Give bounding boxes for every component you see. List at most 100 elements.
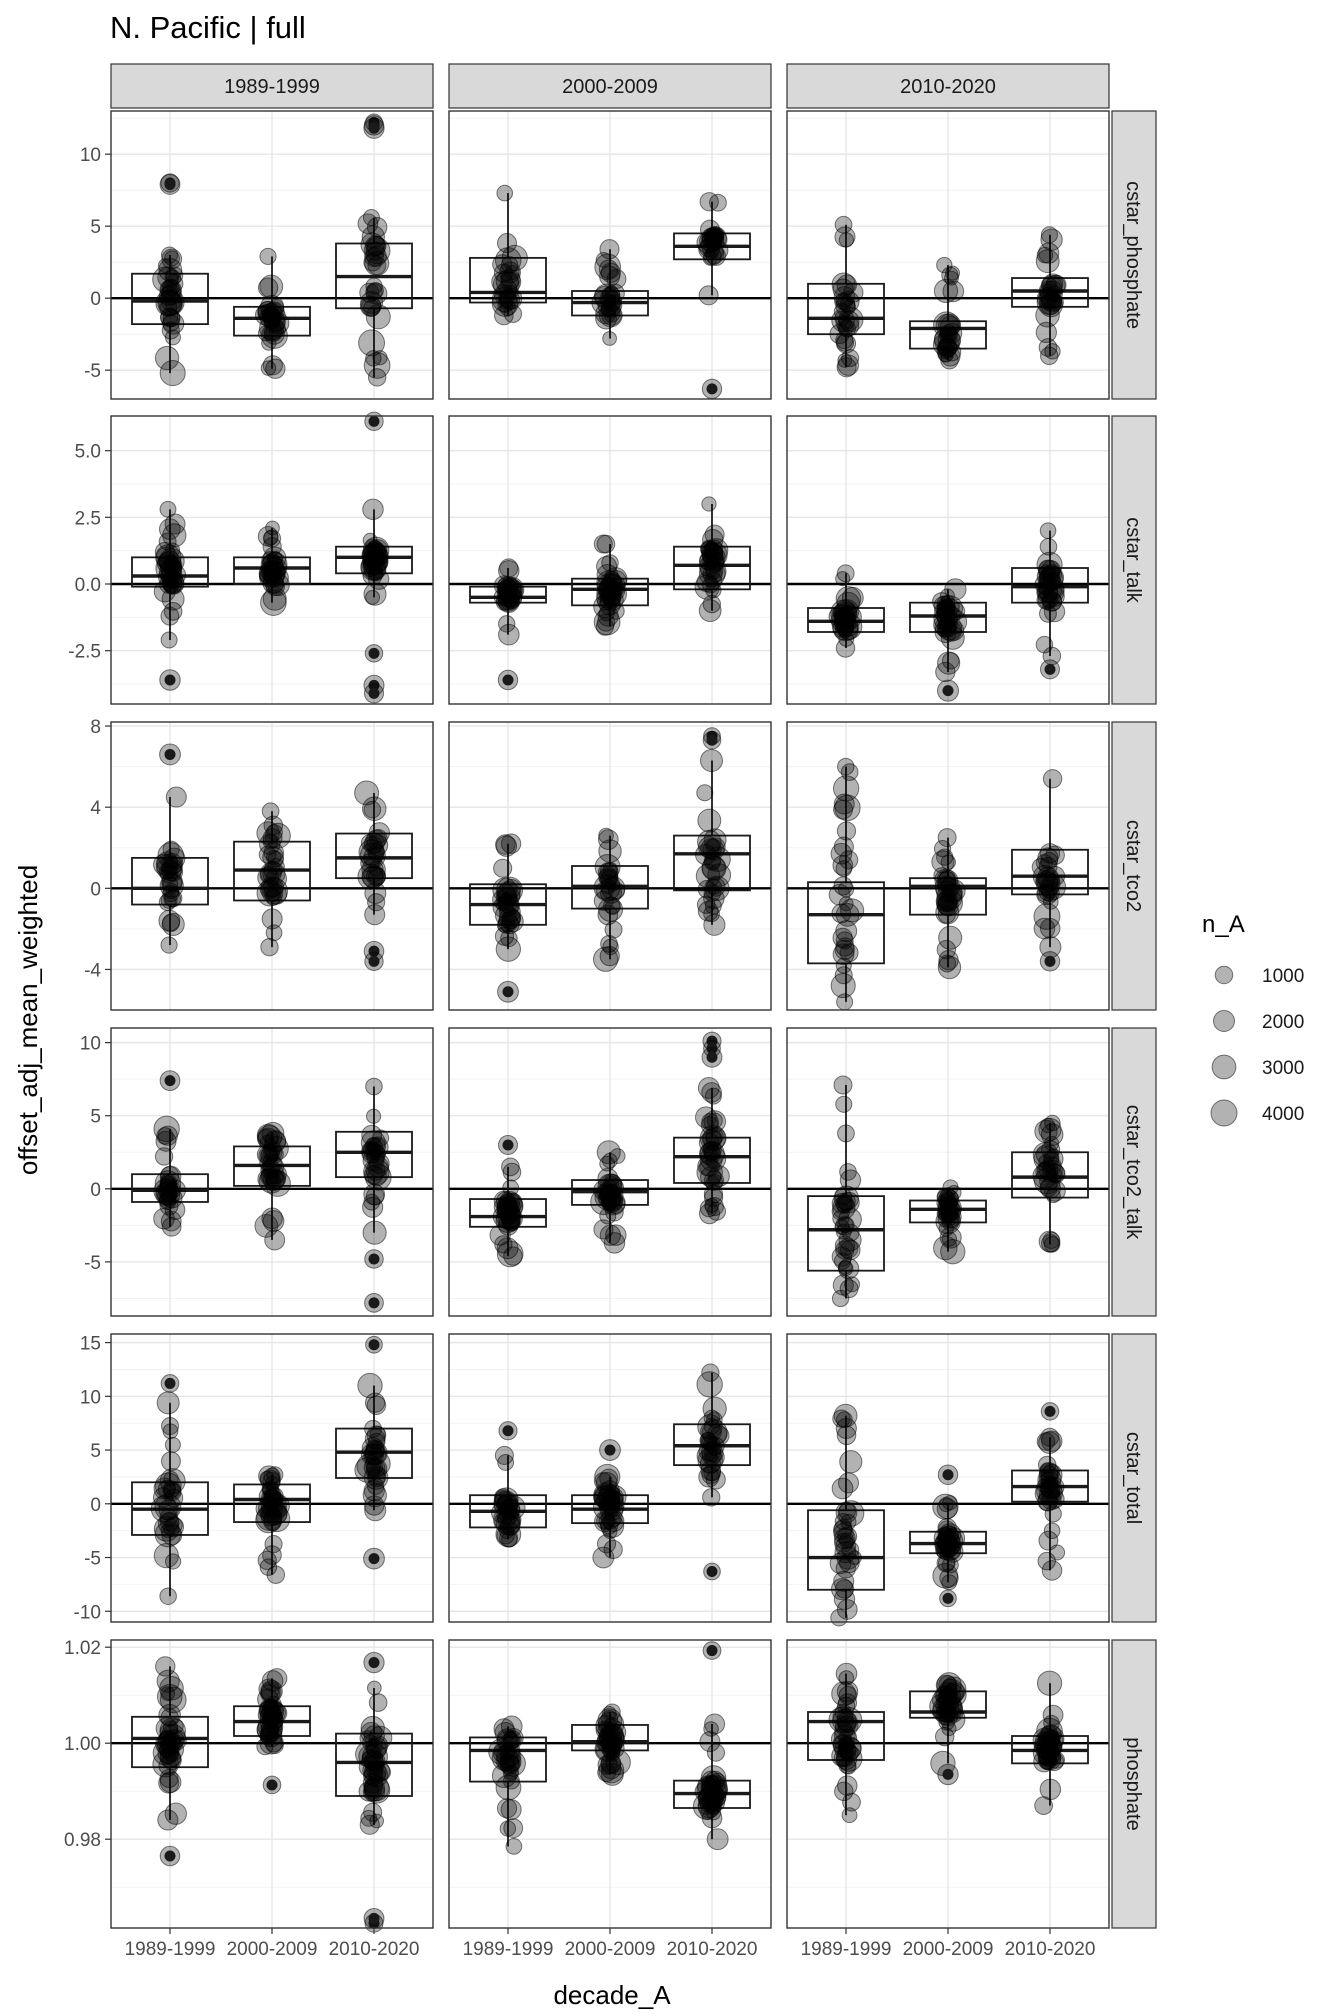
outlier-point	[164, 1075, 176, 1087]
data-point	[833, 1588, 856, 1610]
column-strip-label: 2000-2009	[562, 76, 658, 98]
data-point	[359, 1814, 380, 1835]
data-point	[603, 1539, 623, 1560]
box	[909, 320, 987, 350]
data-point	[939, 1706, 966, 1732]
data-point	[1036, 590, 1056, 610]
data-point	[496, 184, 514, 202]
data-point	[838, 620, 859, 641]
data-point	[833, 601, 858, 626]
data-point	[941, 1678, 957, 1694]
data-point	[362, 1220, 387, 1245]
data-point	[703, 851, 722, 870]
outlier-point	[368, 415, 380, 427]
data-point	[358, 839, 385, 866]
data-point	[369, 1425, 386, 1443]
y-tick-label: 10	[80, 145, 101, 166]
box-group	[131, 797, 209, 946]
data-point	[366, 1680, 382, 1696]
data-point	[1038, 1431, 1061, 1454]
data-point	[698, 285, 719, 306]
data-point	[936, 256, 953, 274]
outlier-point	[368, 1253, 380, 1265]
data-point	[156, 1391, 180, 1415]
data-point	[365, 1439, 382, 1456]
data-point	[1041, 1478, 1063, 1500]
data-point	[593, 1219, 614, 1240]
data-point	[164, 1436, 181, 1453]
y-tick-label: 0	[90, 1180, 101, 1201]
panel-border	[786, 1333, 1110, 1623]
data-point	[938, 1496, 954, 1513]
data-point	[841, 1540, 860, 1559]
data-point	[934, 1726, 955, 1747]
data-point	[939, 1538, 955, 1554]
data-point	[706, 1411, 723, 1429]
data-point	[704, 226, 727, 249]
data-point	[357, 863, 384, 890]
x-tick-label: 2000-2009	[903, 1939, 994, 1960]
data-point	[703, 1794, 723, 1815]
outlier-point	[706, 1051, 718, 1063]
data-point	[496, 1237, 519, 1260]
data-point	[158, 258, 183, 282]
panel-border	[448, 110, 772, 400]
data-point	[593, 283, 621, 310]
data-point	[258, 845, 277, 864]
data-point	[362, 865, 386, 889]
outlier-point	[942, 1469, 954, 1481]
data-point	[837, 1715, 859, 1737]
column-strip-label: 2010-2020	[900, 76, 996, 98]
data-point	[1035, 321, 1057, 344]
data-point	[1034, 1119, 1058, 1144]
data-point	[161, 587, 185, 611]
data-point	[833, 793, 855, 815]
data-point	[841, 1223, 860, 1242]
data-point	[835, 571, 851, 587]
data-point	[257, 277, 279, 298]
data-point	[837, 314, 860, 337]
data-point	[266, 824, 283, 841]
data-point	[696, 1371, 723, 1398]
data-point	[492, 896, 515, 918]
data-point	[936, 338, 958, 359]
y-tick-label: 10	[80, 1034, 101, 1055]
data-point	[1036, 1478, 1052, 1494]
data-point	[936, 603, 952, 620]
outlier-point	[502, 986, 514, 998]
data-point	[1038, 293, 1063, 318]
data-point	[699, 1452, 721, 1474]
data-point	[366, 1395, 387, 1416]
outlier-point	[368, 1912, 380, 1924]
data-point	[831, 308, 855, 333]
panel-border	[786, 415, 1110, 705]
data-point	[1039, 1471, 1056, 1489]
data-point	[705, 1175, 720, 1190]
data-point	[363, 237, 391, 265]
legend-key	[1202, 1045, 1246, 1089]
data-point	[263, 306, 278, 322]
data-point	[159, 1587, 177, 1605]
data-point	[503, 1818, 524, 1839]
data-point	[500, 289, 520, 310]
outlier-point	[706, 734, 718, 746]
data-point	[836, 1696, 856, 1715]
data-point	[262, 537, 282, 557]
box	[1011, 1151, 1089, 1199]
data-point	[1041, 1560, 1063, 1581]
data-point	[363, 800, 382, 819]
box	[673, 834, 751, 892]
data-point	[159, 360, 186, 387]
data-point	[499, 588, 517, 606]
data-point	[838, 1191, 860, 1214]
data-point	[936, 889, 963, 917]
size-legend: n_A 1000 2000 3000 4000	[1202, 911, 1304, 1135]
data-point	[499, 261, 521, 284]
data-point	[700, 1431, 717, 1448]
data-point	[704, 1087, 722, 1105]
data-point	[1033, 1146, 1060, 1172]
data-point	[1039, 537, 1058, 556]
data-point	[938, 616, 957, 635]
data-point	[165, 786, 187, 808]
data-point	[1044, 343, 1061, 360]
